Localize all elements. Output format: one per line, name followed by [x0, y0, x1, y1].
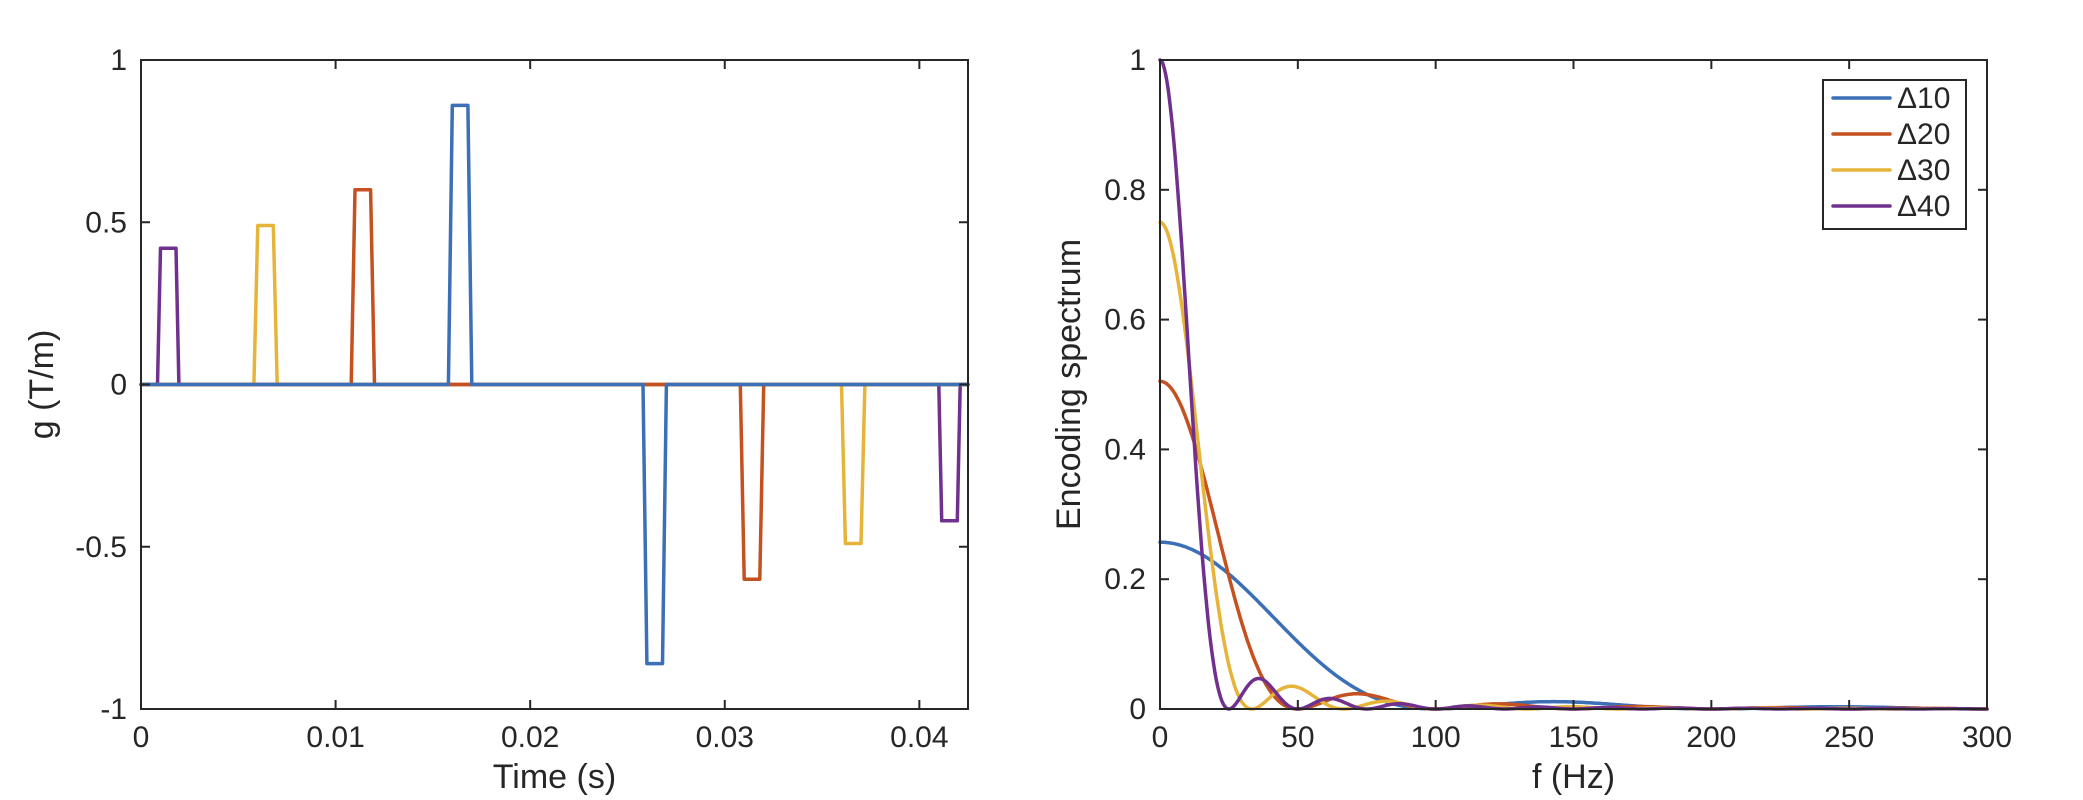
right-x-tick-label: 300 [1962, 721, 2012, 754]
left-x-tick-label: 0.04 [890, 721, 948, 754]
right-y-tick-label: 0.6 [1104, 304, 1146, 337]
left-ticks: 0 0.01 0.02 0.03 0.04 -1 -0.5 0 0.5 1 [75, 44, 968, 754]
right-x-tick-label: 200 [1686, 721, 1736, 754]
right-x-tick-label: 0 [1152, 721, 1169, 754]
gradient-series-group [139, 103, 970, 666]
left-y-axis-label: g (T/m) [23, 330, 61, 440]
legend-label-d10: Δ10 [1897, 82, 1950, 115]
left-x-tick-label: 0 [133, 721, 150, 754]
right-y-axis-label: Encoding spectrum [1050, 239, 1088, 530]
right-x-tick-label: 100 [1411, 721, 1461, 754]
legend-label-d30: Δ30 [1897, 154, 1950, 187]
right-x-tick-label: 250 [1824, 721, 1874, 754]
left-x-tick-label: 0.02 [501, 721, 559, 754]
gradient-waveform-chart: 0 0.01 0.02 0.03 0.04 -1 -0.5 0 0.5 1 Time (s) g … [23, 44, 970, 796]
left-x-tick-label: 0.01 [306, 721, 364, 754]
right-x-tick-label: 150 [1548, 721, 1598, 754]
left-x-tick-label: 0.03 [696, 721, 754, 754]
legend: Δ10 Δ20 Δ30 Δ40 [1822, 79, 1967, 230]
left-y-tick-label: 0.5 [85, 206, 127, 239]
legend-box [1822, 79, 1967, 230]
right-y-tick-label: 0.2 [1104, 563, 1146, 596]
legend-label-d20: Δ20 [1897, 118, 1950, 151]
left-y-tick-label: -1 [100, 693, 127, 726]
gradient-line-d10 [139, 103, 970, 666]
right-y-tick-label: 0.8 [1104, 174, 1146, 207]
left-y-tick-label: -0.5 [75, 531, 127, 564]
right-x-axis-label: f (Hz) [1532, 758, 1615, 796]
left-x-axis-label: Time (s) [493, 758, 616, 796]
right-y-tick-label: 0.4 [1104, 433, 1146, 466]
right-x-tick-label: 50 [1281, 721, 1314, 754]
legend-label-d40: Δ40 [1897, 190, 1950, 223]
right-y-tick-label: 0 [1129, 693, 1146, 726]
right-ticks: 0 50 100 150 200 250 300 0 0.2 0.4 0.6 0.8 1 [1104, 44, 2012, 754]
left-y-tick-label: 1 [110, 44, 127, 77]
right-y-tick-label: 1 [1129, 44, 1146, 77]
left-y-tick-label: 0 [110, 369, 127, 402]
